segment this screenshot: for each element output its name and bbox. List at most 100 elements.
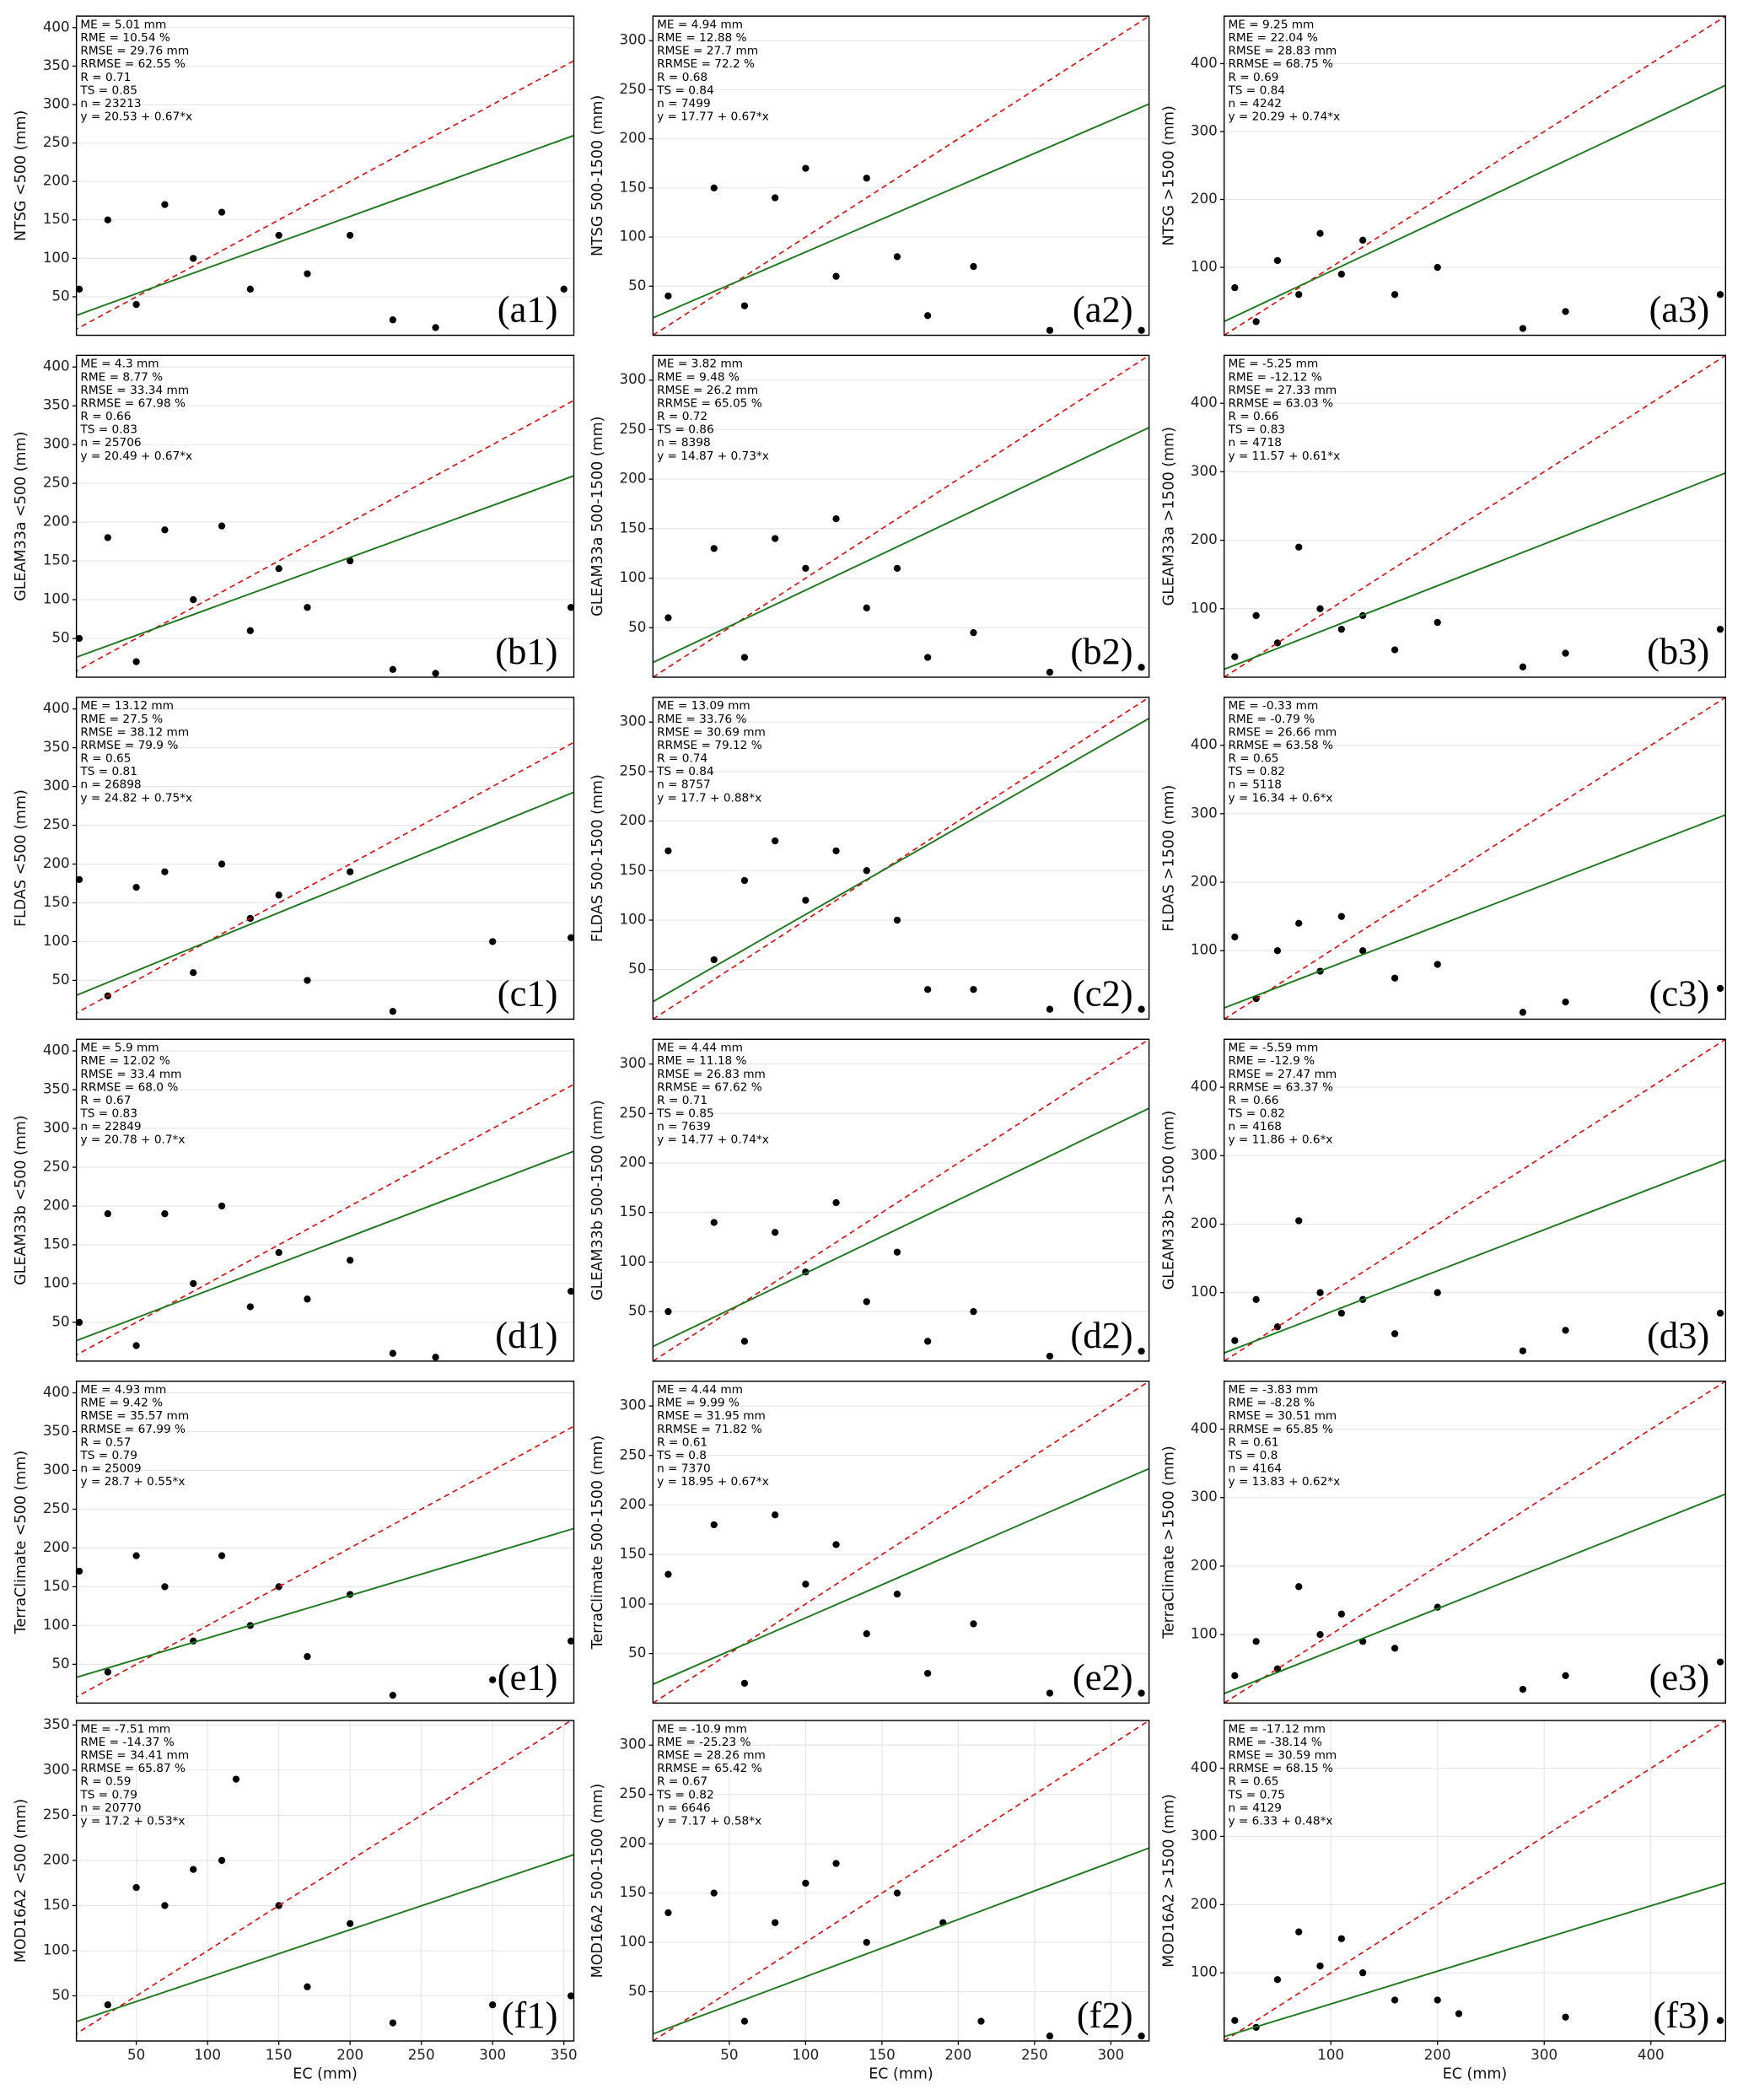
fit-line — [76, 791, 574, 996]
panel-label: (f1) — [502, 1994, 558, 2036]
point — [832, 847, 840, 854]
point — [802, 897, 810, 904]
stat-text: TS = 0.86 — [656, 423, 714, 437]
stat-text: RMSE = 34.41 mm — [80, 1749, 189, 1763]
fit-line — [653, 103, 1149, 319]
fit-line — [76, 475, 574, 659]
fit-line — [653, 1467, 1149, 1685]
point — [568, 1992, 574, 2000]
y-tick-label: 350 — [43, 1081, 70, 1097]
stat-text: ME = 5.01 mm — [80, 18, 166, 31]
plot-area — [76, 1392, 574, 1699]
point — [772, 194, 779, 202]
point — [275, 1583, 282, 1591]
point — [76, 285, 83, 293]
stat-text: RME = 8.77 % — [80, 370, 163, 384]
point — [568, 604, 574, 611]
point — [1273, 1976, 1282, 1984]
y-axis-label: FLDAS 500-1500 (mm) — [589, 774, 606, 942]
y-tick-label: 250 — [620, 421, 647, 437]
stat-text: RMSE = 30.51 mm — [1228, 1409, 1337, 1423]
stat-text: ME = -5.25 mm — [1228, 358, 1318, 371]
stat-text: n = 23213 — [80, 97, 141, 110]
y-axis-label: GLEAM33b >1500 (mm) — [1160, 1111, 1177, 1290]
y-axis-label: FLDAS <500 (mm) — [13, 789, 30, 927]
y-tick-label: 150 — [620, 1884, 647, 1900]
panel-label: (d2) — [1070, 1314, 1132, 1356]
y-tick-label: 200 — [620, 471, 647, 487]
y-tick-label: 200 — [43, 1539, 70, 1555]
panel-label: (f3) — [1654, 1994, 1710, 2036]
point — [389, 665, 396, 673]
point — [190, 969, 197, 977]
stat-text: RMSE = 26.83 mm — [657, 1068, 766, 1081]
point — [104, 2001, 111, 2009]
point — [1138, 1689, 1145, 1697]
stat-text: RME = -8.28 % — [1228, 1397, 1315, 1410]
panel-label: (b2) — [1070, 630, 1132, 672]
y-tick-label: 300 — [620, 713, 647, 730]
point — [1562, 2013, 1569, 2021]
stat-text: RME = -14.37 % — [80, 1736, 174, 1749]
y-tick-label: 400 — [43, 700, 70, 716]
stat-text: RME = 11.18 % — [657, 1054, 746, 1068]
stat-text: RRMSE = 79.12 % — [657, 739, 762, 752]
point — [1337, 626, 1345, 633]
stat-text: RMSE = 31.95 mm — [657, 1409, 766, 1423]
fit-line — [1224, 1159, 1726, 1354]
point — [710, 545, 718, 552]
panel: 50 100 150 200 250 300 50 100 150 200 250 300 ME = -… — [589, 1720, 1150, 2083]
point — [1391, 974, 1399, 982]
plot-area — [1224, 1039, 1726, 1361]
y-tick-label: 200 — [620, 1835, 647, 1851]
one-to-one-line — [653, 697, 1149, 1020]
point — [432, 670, 439, 677]
stat-text: RRMSE = 65.87 % — [80, 1762, 186, 1775]
x-axis-label: EC (mm) — [1443, 2066, 1508, 2083]
y-tick-label: 250 — [43, 134, 70, 150]
stat-text: RRMSE = 71.82 % — [657, 1423, 762, 1436]
point — [710, 1521, 718, 1529]
point — [1138, 2033, 1145, 2040]
point — [132, 883, 140, 891]
point — [970, 1308, 977, 1316]
y-tick-label: 150 — [43, 1897, 70, 1913]
x-tick-label: 200 — [1424, 2047, 1451, 2063]
plot-area — [1224, 355, 1726, 677]
stat-text: RRMSE = 72.2 % — [657, 57, 755, 71]
point — [832, 1541, 840, 1548]
plot-frame — [1223, 1381, 1727, 1704]
y-tick-label: 300 — [43, 1120, 70, 1136]
point — [161, 526, 169, 534]
stat-text: RRMSE = 67.99 % — [80, 1423, 186, 1436]
point — [1273, 947, 1282, 955]
panel-label: (e2) — [1073, 1656, 1133, 1698]
y-tick-label: 150 — [620, 179, 647, 195]
stat-text: RRMSE = 65.42 % — [657, 1762, 762, 1775]
panel-label: (d3) — [1647, 1314, 1709, 1356]
y-tick-label: 250 — [43, 816, 70, 832]
stat-text: y = 20.49 + 0.67*x — [80, 450, 192, 463]
stat-text: RMSE = 27.7 mm — [657, 45, 758, 58]
point — [132, 1552, 140, 1559]
x-tick-label: 50 — [127, 2047, 145, 2063]
y-tick-label: 100 — [620, 912, 647, 928]
stat-text: n = 8398 — [657, 436, 711, 450]
stat-text: RME = -12.12 % — [1228, 370, 1321, 384]
point — [161, 1902, 169, 1909]
panel-label: (e1) — [498, 1656, 558, 1698]
stat-text: n = 25706 — [80, 436, 141, 450]
y-tick-label: 300 — [620, 1055, 647, 1071]
point — [161, 201, 169, 208]
point — [568, 1637, 574, 1645]
point — [970, 629, 977, 637]
point — [1455, 2010, 1463, 2017]
stat-text: y = 6.33 + 0.48*x — [1228, 1814, 1332, 1828]
y-tick-label: 50 — [628, 1303, 646, 1319]
point — [1359, 236, 1367, 244]
point — [304, 604, 311, 611]
stat-text: y = 14.87 + 0.73*x — [657, 450, 769, 463]
